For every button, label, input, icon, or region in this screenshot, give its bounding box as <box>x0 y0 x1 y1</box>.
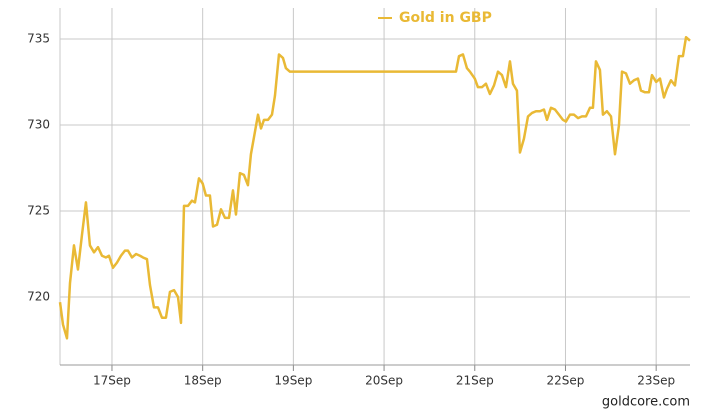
x-tick-label: 21Sep <box>456 374 494 388</box>
x-tick-label: 19Sep <box>274 374 312 388</box>
x-tick-label: 17Sep <box>93 374 131 388</box>
x-tick-label: 22Sep <box>547 374 585 388</box>
legend-label: Gold in GBP <box>399 10 492 26</box>
data-line <box>58 36 691 340</box>
x-tick-label: 18Sep <box>184 374 222 388</box>
y-tick-label: 730 <box>27 117 50 131</box>
y-tick-label: 725 <box>27 204 50 218</box>
x-tick-label: 20Sep <box>365 374 403 388</box>
y-tick-label: 735 <box>27 31 50 45</box>
x-tick-label: 23Sep <box>637 374 675 388</box>
y-tick-label: 720 <box>27 290 50 304</box>
watermark: goldcore.com <box>602 395 690 410</box>
